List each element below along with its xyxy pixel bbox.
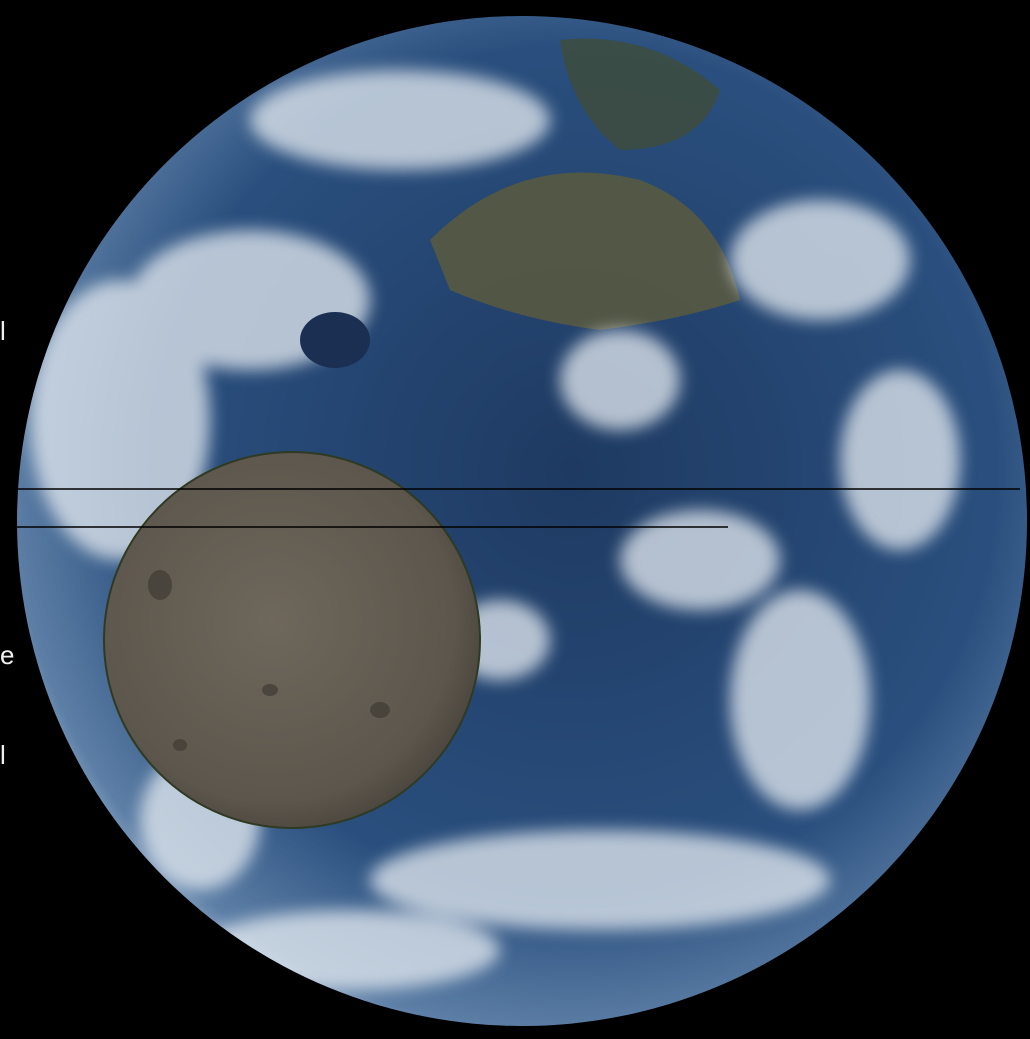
edge-text: l <box>0 316 6 346</box>
edge-text: e <box>0 640 14 670</box>
land <box>560 38 720 151</box>
land <box>430 172 740 330</box>
craters <box>148 570 390 751</box>
edge-text: l <box>0 740 6 770</box>
earth-features <box>30 38 960 990</box>
clear-patch <box>300 312 370 368</box>
moon <box>103 451 481 829</box>
clouds <box>30 70 960 990</box>
